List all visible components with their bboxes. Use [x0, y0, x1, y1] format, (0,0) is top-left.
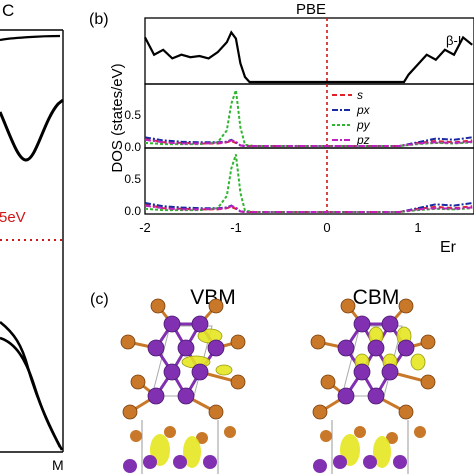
atom [208, 298, 224, 314]
x-tick-label: -2 [139, 220, 151, 235]
atom [313, 459, 327, 473]
atom [177, 339, 195, 357]
panel-b: (b) PBE DOS (states/eV) β-I 0.5 0.0 0.5 … [89, 1, 474, 256]
atom [147, 339, 165, 357]
band-line [0, 336, 64, 451]
atom [164, 426, 176, 438]
y-tick-label: 0.0 [124, 204, 141, 218]
atom [310, 334, 326, 350]
atom [367, 387, 385, 405]
legend-label-s: s [357, 88, 363, 102]
atom [196, 432, 208, 444]
atom [150, 298, 166, 314]
dos-series-total [144, 30, 473, 84]
legend: s px py pz [332, 88, 371, 147]
atom [320, 430, 332, 442]
atom [381, 363, 399, 381]
inset-label: β-I [446, 33, 461, 48]
atom [312, 404, 328, 420]
side-view [313, 420, 426, 474]
dos-series-s [144, 137, 473, 147]
dos-series-py [144, 89, 473, 147]
atom [320, 374, 336, 390]
atom [120, 334, 136, 350]
atom [420, 374, 436, 390]
x-tick-label: -1 [230, 220, 242, 235]
atom [122, 404, 138, 420]
atom [191, 363, 209, 381]
y-tick-label: 0.5 [124, 108, 141, 122]
atom [337, 339, 355, 357]
panel-c: (c) VBM CBM [90, 286, 436, 474]
atom [208, 404, 224, 420]
atom [367, 339, 385, 357]
cbm-label: CBM [353, 286, 400, 309]
atom [177, 387, 195, 405]
atom [353, 363, 371, 381]
vbm-structure [120, 298, 246, 474]
atom [163, 315, 181, 333]
y-axis-label: DOS (states/eV) [109, 63, 126, 172]
atom [340, 298, 356, 314]
atom [191, 315, 209, 333]
atom [130, 430, 142, 442]
atom [130, 374, 146, 390]
atom [393, 455, 407, 469]
cbm-structure [310, 298, 436, 474]
band-line [0, 98, 64, 162]
band-line [0, 34, 61, 42]
gap-label: 5eV [0, 209, 26, 226]
x-tick-m: M [52, 457, 64, 473]
isosurface-lobe [183, 436, 201, 468]
atom [143, 455, 157, 469]
atom [363, 455, 377, 469]
atom [398, 298, 414, 314]
subplot-pdos-lower-frame [144, 147, 474, 215]
panel-a: C 5eV M [0, 1, 64, 473]
atom [230, 374, 246, 390]
side-view [123, 420, 236, 474]
dos-series-s [144, 203, 473, 213]
panel-b-label: (b) [89, 11, 109, 28]
atom [230, 334, 246, 350]
atom [414, 426, 426, 438]
x-tick-label: 0 [323, 220, 330, 235]
legend-label-px: px [356, 103, 371, 117]
atom [386, 432, 398, 444]
atom [353, 315, 371, 333]
isosurface-lobe [215, 364, 233, 376]
atom [203, 455, 217, 469]
legend-label-py: py [356, 118, 371, 132]
panel-a-title: C [2, 1, 14, 20]
subplot-pdos-upper-frame [144, 83, 474, 149]
y-tick-label: 0.5 [124, 172, 141, 186]
legend-label-pz: pz [356, 133, 370, 147]
atom [420, 334, 436, 350]
atom [333, 455, 347, 469]
x-axis-label: Er [440, 239, 457, 256]
isosurface-lobe [410, 353, 426, 371]
subplot-total-frame [144, 17, 474, 85]
atom [163, 363, 181, 381]
isosurface-lobe [373, 436, 391, 468]
panel-c-label: (c) [90, 291, 109, 308]
atom [207, 339, 225, 357]
atom [354, 426, 366, 438]
atom [397, 339, 415, 357]
atom [337, 387, 355, 405]
dos-series-py [144, 154, 473, 213]
atom [147, 387, 165, 405]
atom [398, 404, 414, 420]
atom [173, 455, 187, 469]
x-tick-label: 1 [414, 220, 421, 235]
vbm-label: VBM [190, 286, 236, 309]
y-tick-label: 0.0 [124, 140, 141, 154]
panel-b-title: PBE [296, 1, 326, 18]
atom [224, 426, 236, 438]
atom [123, 459, 137, 473]
dos-series-layer [144, 30, 473, 213]
atom [381, 315, 399, 333]
